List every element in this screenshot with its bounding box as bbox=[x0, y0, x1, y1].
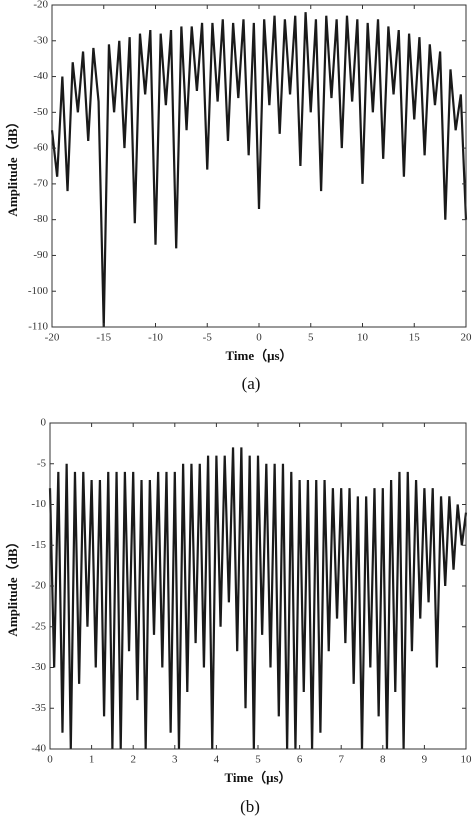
y-tick-label: -20 bbox=[33, 0, 48, 11]
y-axis-label: Amplitude（dB） bbox=[5, 115, 20, 216]
x-tick-label: 9 bbox=[422, 754, 428, 766]
caption: (a) bbox=[242, 374, 261, 393]
x-tick-label: 15 bbox=[409, 332, 421, 344]
x-tick-label: 7 bbox=[338, 754, 344, 766]
y-axis-label: Amplitude（dB） bbox=[5, 535, 20, 636]
x-tick-label: 10 bbox=[357, 332, 369, 344]
x-tick-label: 8 bbox=[380, 754, 386, 766]
x-axis-label: Time（μs） bbox=[225, 348, 292, 363]
x-tick-label: 4 bbox=[214, 754, 220, 766]
x-tick-label: -10 bbox=[148, 332, 163, 344]
x-axis-label: Time（μs） bbox=[224, 770, 291, 785]
y-tick-label: 0 bbox=[41, 417, 47, 429]
x-tick-label: -5 bbox=[203, 332, 213, 344]
caption: (b) bbox=[240, 797, 260, 816]
y-tick-label: -35 bbox=[31, 702, 46, 714]
y-tick-label: -70 bbox=[33, 177, 48, 189]
x-tick-label: -20 bbox=[45, 332, 60, 344]
x-tick-label: 20 bbox=[461, 332, 473, 344]
signal-line bbox=[50, 12, 468, 328]
y-tick-label: -50 bbox=[33, 106, 48, 118]
x-tick-label: 10 bbox=[461, 754, 473, 766]
x-tick-label: 0 bbox=[47, 754, 53, 766]
y-tick-label: -80 bbox=[33, 213, 48, 225]
y-tick-label: -110 bbox=[28, 321, 48, 333]
y-tick-label: -20 bbox=[31, 580, 46, 592]
x-tick-label: -15 bbox=[96, 332, 111, 344]
y-tick-label: -90 bbox=[33, 249, 48, 261]
signal-line bbox=[48, 447, 468, 750]
y-tick-label: -100 bbox=[28, 285, 49, 297]
y-tick-label: -15 bbox=[31, 539, 46, 551]
y-tick-label: -40 bbox=[31, 743, 46, 755]
x-tick-label: 5 bbox=[308, 332, 314, 344]
x-tick-label: 2 bbox=[130, 754, 136, 766]
y-tick-label: -60 bbox=[33, 142, 48, 154]
y-tick-label: -5 bbox=[37, 457, 47, 469]
x-tick-label: 0 bbox=[256, 332, 262, 344]
y-tick-label: -25 bbox=[31, 620, 46, 632]
x-tick-label: 6 bbox=[297, 754, 303, 766]
x-tick-label: 3 bbox=[172, 754, 178, 766]
y-tick-label: -30 bbox=[33, 34, 48, 46]
x-tick-label: 1 bbox=[89, 754, 95, 766]
y-tick-label: -10 bbox=[31, 498, 46, 510]
x-tick-label: 5 bbox=[255, 754, 261, 766]
y-tick-label: -30 bbox=[31, 661, 46, 673]
y-tick-label: -40 bbox=[33, 70, 48, 82]
